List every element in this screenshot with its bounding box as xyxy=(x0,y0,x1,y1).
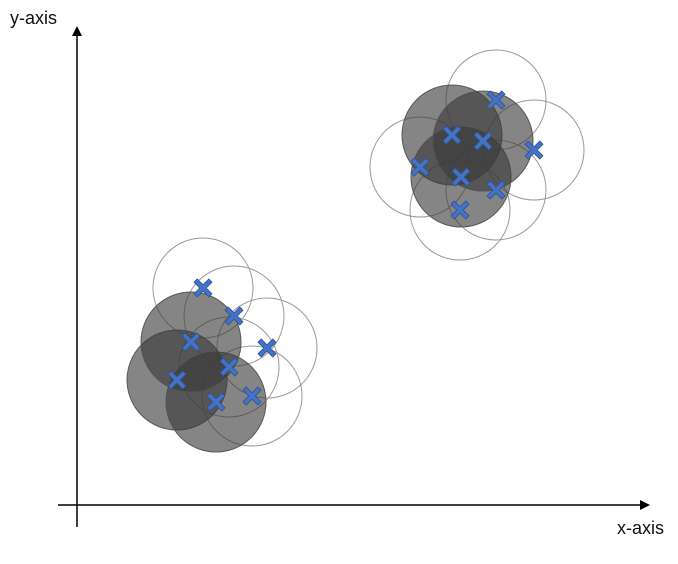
data-point-cross xyxy=(181,332,201,352)
data-point-cross xyxy=(410,157,430,177)
data-point-cross xyxy=(486,180,506,200)
data-point-cross xyxy=(486,90,506,110)
data-point-cross xyxy=(224,306,244,326)
data-point-cross xyxy=(473,131,493,151)
y-axis-label: y-axis xyxy=(10,8,58,28)
data-points xyxy=(167,90,544,412)
shaded-circles xyxy=(126,84,534,453)
data-point-cross xyxy=(524,140,544,160)
data-point-cross xyxy=(257,338,277,358)
data-point-cross xyxy=(451,167,471,187)
data-point-cross xyxy=(167,370,187,390)
data-point-cross xyxy=(219,357,239,377)
data-point-cross xyxy=(206,392,226,412)
axes xyxy=(58,26,650,527)
data-point-cross xyxy=(193,278,213,298)
x-axis-label: x-axis xyxy=(617,518,665,538)
data-point-cross xyxy=(242,386,262,406)
data-point-cross xyxy=(442,125,462,145)
data-point-cross xyxy=(450,200,470,220)
